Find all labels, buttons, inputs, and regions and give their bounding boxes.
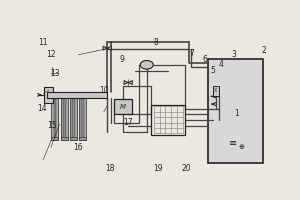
Text: 20: 20	[182, 164, 191, 173]
Text: ≡: ≡	[229, 138, 237, 148]
Bar	[61, 98, 68, 140]
Text: ⊕: ⊕	[238, 144, 244, 150]
Circle shape	[140, 60, 153, 69]
Bar	[79, 137, 86, 140]
Text: 8: 8	[154, 38, 158, 47]
Bar	[53, 99, 56, 138]
Polygon shape	[103, 46, 107, 50]
Text: 3: 3	[232, 50, 236, 59]
Bar	[213, 86, 219, 96]
Text: 19: 19	[154, 164, 163, 173]
Text: 10: 10	[99, 86, 109, 95]
Bar	[72, 99, 75, 138]
Text: 6: 6	[202, 55, 207, 64]
Bar	[44, 87, 52, 103]
Text: 4: 4	[219, 60, 224, 69]
Bar	[114, 99, 132, 114]
Polygon shape	[107, 46, 111, 50]
Text: 9: 9	[120, 55, 125, 64]
Text: 17: 17	[123, 118, 133, 127]
Bar	[63, 99, 66, 138]
Text: 18: 18	[105, 164, 114, 173]
Bar	[52, 98, 58, 140]
Text: M: M	[120, 104, 126, 110]
Text: 5: 5	[211, 66, 215, 75]
Text: X: X	[214, 88, 218, 93]
Text: 14: 14	[37, 104, 47, 113]
Bar	[70, 137, 77, 140]
Bar	[152, 105, 185, 135]
Bar	[61, 137, 68, 140]
Polygon shape	[128, 81, 132, 84]
Bar	[79, 98, 86, 140]
Text: 16: 16	[74, 143, 83, 152]
Text: 2: 2	[262, 46, 267, 55]
Text: 7: 7	[190, 49, 195, 58]
Bar	[52, 137, 58, 140]
Bar	[70, 98, 77, 140]
Text: 11: 11	[39, 38, 48, 47]
Text: 13: 13	[50, 69, 60, 78]
Text: 12: 12	[46, 50, 56, 59]
Text: 15: 15	[47, 121, 57, 130]
Bar	[81, 99, 84, 138]
Bar	[47, 92, 107, 98]
Polygon shape	[124, 81, 128, 84]
Text: 1: 1	[234, 109, 239, 118]
Bar	[208, 59, 263, 163]
